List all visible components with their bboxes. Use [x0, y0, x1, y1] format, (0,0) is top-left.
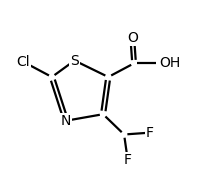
- Text: F: F: [124, 153, 132, 167]
- Text: N: N: [61, 114, 71, 128]
- Text: Cl: Cl: [16, 55, 30, 69]
- Text: O: O: [127, 31, 138, 45]
- Text: OH: OH: [160, 56, 181, 70]
- Text: F: F: [146, 126, 154, 140]
- Text: S: S: [70, 54, 79, 68]
